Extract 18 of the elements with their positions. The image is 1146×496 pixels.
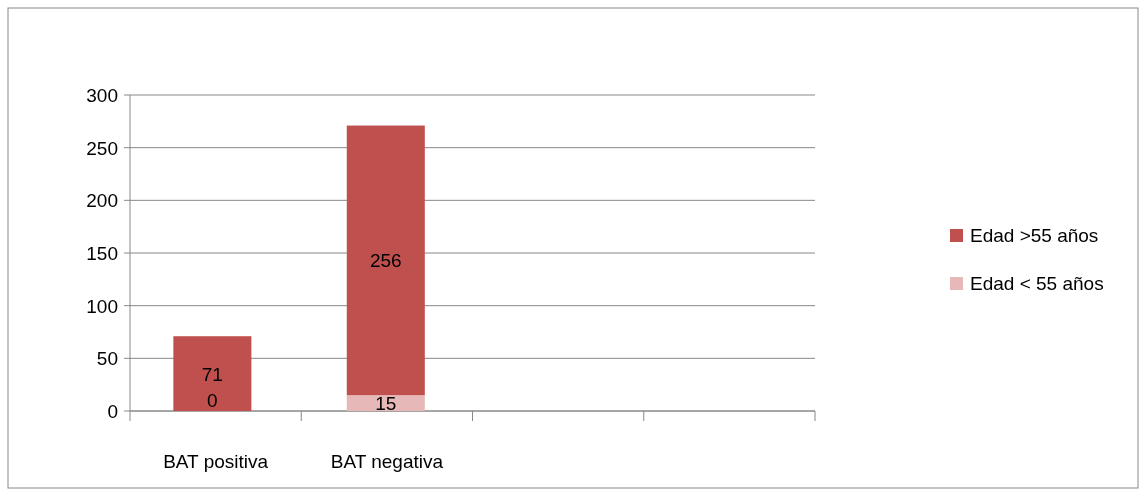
y-tick-label: 200 (86, 190, 118, 212)
legend-label: Edad >55 años (970, 225, 1099, 246)
bar (346, 395, 425, 411)
bar (173, 336, 252, 411)
data-label: 256 (369, 250, 402, 272)
data-label: 15 (375, 393, 397, 415)
y-tick-label: 50 (96, 348, 118, 370)
data-label: 0 (207, 390, 218, 411)
y-tick-label: 0 (107, 401, 118, 422)
data-label: 71 (201, 363, 223, 385)
bar (346, 125, 425, 396)
legend-label: Edad < 55 años (970, 273, 1104, 294)
y-tick-label: 150 (86, 243, 118, 264)
x-tick-label: BAT negativa (330, 451, 444, 472)
y-tick-label: 100 (86, 295, 118, 317)
x-tick-label: BAT positiva (163, 451, 269, 472)
y-tick-label: 300 (86, 85, 118, 106)
y-tick-label: 250 (86, 137, 118, 159)
